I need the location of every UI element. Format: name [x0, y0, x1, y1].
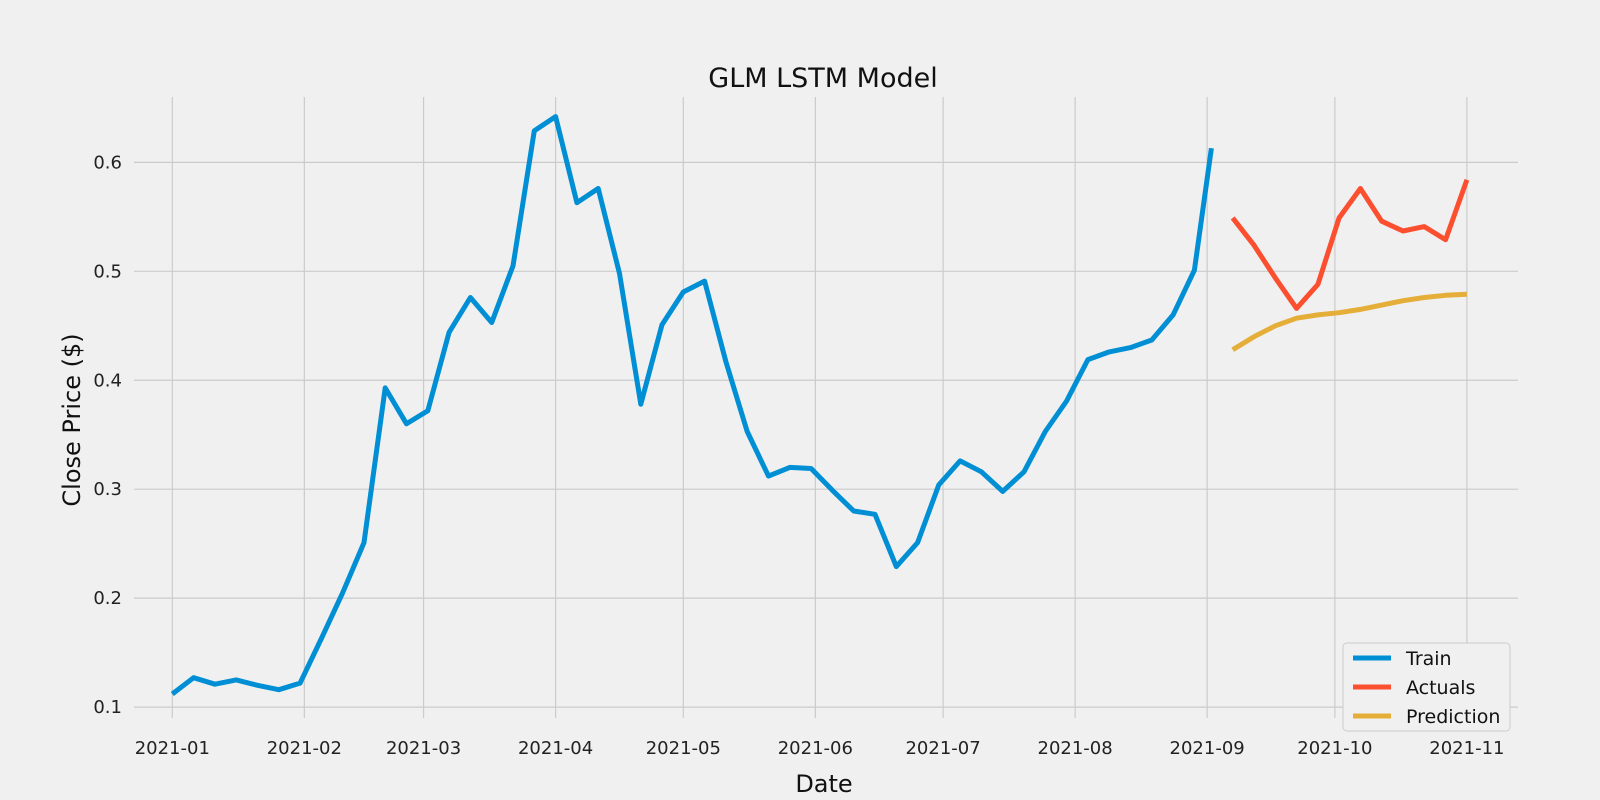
series-line-train	[170, 114, 1214, 696]
y-axis-label: Close Price ($)	[58, 333, 86, 506]
x-axis-ticks: 2021-01 2021-02 2021-03 2021-04 2021-05 2021-…	[135, 738, 1505, 759]
x-tick-label: 2021-04	[518, 738, 593, 759]
x-tick-label: 2021-07	[905, 738, 980, 759]
x-tick-label: 2021-10	[1297, 738, 1372, 759]
legend: Train Actuals Prediction	[1342, 642, 1511, 732]
legend-label: Actuals	[1406, 677, 1475, 699]
legend-label: Train	[1405, 648, 1452, 670]
x-tick-label: 2021-08	[1038, 738, 1113, 759]
x-axis-label: Date	[795, 770, 852, 798]
x-tick-label: 2021-03	[386, 738, 461, 759]
y-tick-label: 0.5	[93, 261, 122, 282]
grid-lines	[134, 97, 1518, 718]
series-lines	[170, 114, 1470, 696]
chart-title: GLM LSTM Model	[708, 63, 937, 94]
y-axis-ticks: 0.1 0.2 0.3 0.4 0.5 0.6	[93, 152, 122, 718]
x-tick-label: 2021-06	[778, 738, 853, 759]
x-tick-label: 2021-05	[646, 738, 721, 759]
x-tick-label: 2021-09	[1170, 738, 1245, 759]
legend-label: Prediction	[1406, 706, 1500, 728]
series-line-actuals	[1230, 178, 1470, 311]
y-tick-label: 0.1	[93, 697, 122, 718]
y-tick-label: 0.4	[93, 370, 122, 391]
y-tick-label: 0.6	[93, 152, 122, 173]
x-tick-label: 2021-02	[267, 738, 342, 759]
series-line-prediction	[1231, 291, 1468, 352]
y-tick-label: 0.3	[93, 479, 122, 500]
y-tick-label: 0.2	[93, 588, 122, 609]
legend-box	[1342, 642, 1511, 732]
x-tick-label: 2021-01	[135, 738, 210, 759]
x-tick-label: 2021-11	[1429, 738, 1504, 759]
